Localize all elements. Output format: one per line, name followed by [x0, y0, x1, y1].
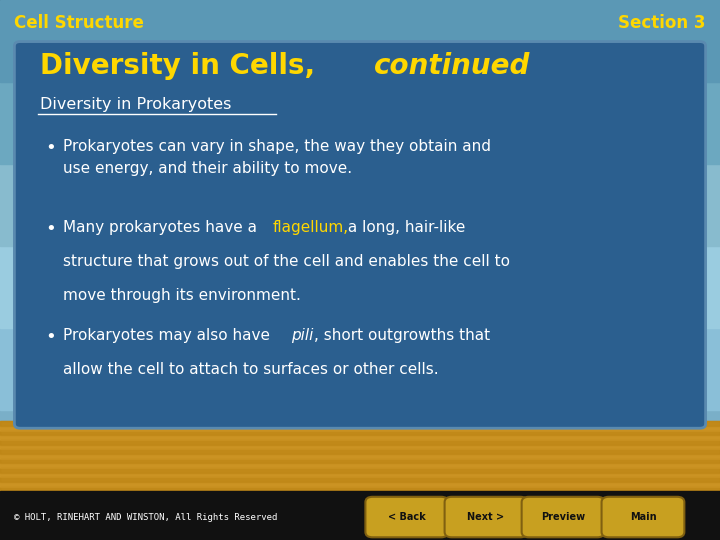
- Text: Many prokaryotes have a: Many prokaryotes have a: [63, 220, 262, 235]
- Text: Prokaryotes can vary in shape, the way they obtain and
use energy, and their abi: Prokaryotes can vary in shape, the way t…: [63, 139, 491, 176]
- Text: allow the cell to attach to surfaces or other cells.: allow the cell to attach to surfaces or …: [63, 362, 439, 377]
- Text: Prokaryotes may also have: Prokaryotes may also have: [63, 328, 275, 343]
- Bar: [0, 82, 720, 164]
- Bar: [0, 468, 720, 472]
- Text: Main: Main: [630, 512, 656, 522]
- Bar: [0, 421, 720, 426]
- Bar: [0, 426, 720, 430]
- Bar: [0, 246, 720, 328]
- Text: continued: continued: [374, 52, 530, 80]
- FancyBboxPatch shape: [14, 42, 706, 428]
- Text: © HOLT, RINEHART AND WINSTON, All Rights Reserved: © HOLT, RINEHART AND WINSTON, All Rights…: [14, 513, 278, 522]
- Text: structure that grows out of the cell and enables the cell to: structure that grows out of the cell and…: [63, 254, 510, 269]
- Bar: [0, 435, 720, 440]
- Bar: [0, 458, 720, 463]
- Bar: [0, 454, 720, 458]
- Text: Cell Structure: Cell Structure: [14, 14, 144, 32]
- Bar: [0, 440, 720, 444]
- Bar: [0, 164, 720, 246]
- Bar: [0, 472, 720, 477]
- FancyBboxPatch shape: [602, 497, 684, 537]
- Bar: [0, 463, 720, 468]
- Bar: [0, 444, 720, 449]
- Text: Next >: Next >: [467, 512, 505, 522]
- Text: flagellum,: flagellum,: [272, 220, 348, 235]
- FancyBboxPatch shape: [365, 497, 448, 537]
- Text: Preview: Preview: [541, 512, 585, 522]
- Bar: [0, 487, 720, 491]
- Text: pili: pili: [291, 328, 313, 343]
- Bar: [0, 328, 720, 409]
- Bar: [0, 0, 720, 82]
- Text: < Back: < Back: [388, 512, 426, 522]
- Bar: [0, 482, 720, 487]
- Text: a long, hair-like: a long, hair-like: [343, 220, 465, 235]
- Text: Diversity in Cells,: Diversity in Cells,: [40, 52, 324, 80]
- Text: •: •: [45, 220, 56, 238]
- Text: , short outgrowths that: , short outgrowths that: [314, 328, 490, 343]
- Bar: [0, 430, 720, 435]
- Text: •: •: [45, 139, 56, 157]
- Bar: [0, 491, 720, 540]
- Text: move through its environment.: move through its environment.: [63, 288, 301, 303]
- FancyBboxPatch shape: [521, 497, 605, 537]
- Bar: [0, 409, 720, 491]
- Text: •: •: [45, 328, 56, 346]
- Bar: [0, 477, 720, 482]
- Text: Diversity in Prokaryotes: Diversity in Prokaryotes: [40, 97, 231, 112]
- Bar: [0, 449, 720, 454]
- Text: Section 3: Section 3: [618, 14, 706, 32]
- FancyBboxPatch shape: [445, 497, 527, 537]
- Bar: [0, 421, 720, 491]
